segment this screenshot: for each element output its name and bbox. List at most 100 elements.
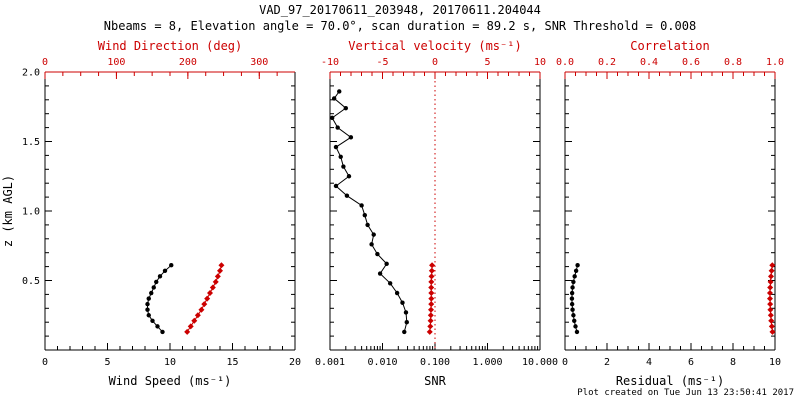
snr-marker xyxy=(333,183,339,189)
wind-direction-markers xyxy=(184,262,225,335)
wind-direction-marker xyxy=(187,323,194,330)
snr-line xyxy=(331,91,408,333)
snr-marker xyxy=(344,193,350,198)
vertical-velocity-marker xyxy=(428,295,435,302)
snr-bottom-axis-title: SNR xyxy=(424,374,446,388)
correlation-marker xyxy=(767,284,774,291)
snr-marker xyxy=(365,222,370,228)
x-tick-label: 0 xyxy=(42,357,48,368)
top-tick-label: 0 xyxy=(432,57,438,68)
wind-direction-marker xyxy=(194,312,201,319)
wind-speed-marker xyxy=(146,313,151,318)
top-tick-label: 0.6 xyxy=(682,57,700,68)
vertical-velocity-marker xyxy=(427,323,434,330)
vertical-velocity-marker xyxy=(428,290,435,297)
residual-marker xyxy=(569,296,575,301)
top-tick-label: 0 xyxy=(42,57,48,68)
wind-speed-marker xyxy=(145,301,150,307)
wind-speed-marker xyxy=(149,290,154,296)
residual-marker xyxy=(571,279,576,285)
x-tick-label: 0.010 xyxy=(367,357,397,368)
top-tick-label: 5 xyxy=(484,57,490,68)
x-tick-label: 0.001 xyxy=(315,357,345,368)
residual-marker xyxy=(569,301,575,307)
correlation-marker xyxy=(768,267,775,274)
plot-created-timestamp: Plot created on Tue Jun 13 23:50:41 2017 xyxy=(577,388,794,398)
snr-marker xyxy=(341,164,346,169)
wind-speed-marker xyxy=(146,296,151,301)
wind-bottom-axis-title: Wind Speed (ms⁻¹) xyxy=(109,374,232,388)
x-tick-label: 5 xyxy=(104,357,110,368)
snr-marker xyxy=(346,174,352,179)
panel-snr: 0.001 0.010 0.100 1.000 10.000 -10 -5 0 5 10 SNR Ve… xyxy=(315,39,558,388)
snr-top-axis-title: Vertical velocity (ms⁻¹) xyxy=(348,39,521,53)
x-tick-label: 0.100 xyxy=(420,357,450,368)
wind-direction-marker xyxy=(218,262,225,269)
residual-top-axis-title: Correlation xyxy=(630,39,709,53)
wind-direction-marker xyxy=(201,301,208,308)
snr-marker xyxy=(400,300,405,305)
residual-marker xyxy=(571,313,576,318)
residual-marker xyxy=(575,263,580,268)
y-tick-label: 0.5 xyxy=(22,276,40,287)
top-tick-label: 1.0 xyxy=(766,57,784,68)
wind-speed-marker xyxy=(145,307,150,312)
snr-marker xyxy=(375,251,380,257)
snr-marker xyxy=(384,261,389,267)
y-axis-title: z (km AGL) xyxy=(1,175,15,247)
residual-marker xyxy=(570,307,575,312)
plot-title: VAD_97_20170611_203948, 20170611.204044 xyxy=(259,3,541,17)
residual-marker xyxy=(569,290,575,296)
top-tick-label: 10 xyxy=(534,57,546,68)
y-tick-label: 2.0 xyxy=(22,68,40,79)
wind-direction-marker xyxy=(209,284,216,291)
wind-direction-marker xyxy=(204,295,211,302)
snr-marker xyxy=(377,271,383,276)
y-tick-label: 1.5 xyxy=(22,137,40,148)
x-tick-label: 1.000 xyxy=(472,357,502,368)
correlation-marker xyxy=(768,273,775,280)
plot-subtitle: Nbeams = 8, Elevation angle = 70.0°, sca… xyxy=(103,19,697,33)
wind-speed-marker xyxy=(154,279,159,285)
snr-marker xyxy=(343,105,349,111)
snr-marker xyxy=(394,290,400,296)
wind-speed-markers xyxy=(145,263,174,335)
snr-marker xyxy=(362,212,367,218)
vertical-velocity-marker xyxy=(428,278,435,285)
residual-marker xyxy=(572,318,577,324)
top-tick-label: 0.4 xyxy=(640,57,658,68)
wind-speed-marker xyxy=(162,268,168,273)
wind-speed-marker xyxy=(151,285,156,290)
snr-marker xyxy=(338,154,343,159)
residual-marker xyxy=(573,324,578,329)
residual-marker xyxy=(573,268,579,273)
x-tick-label: 2 xyxy=(604,357,610,368)
vertical-velocity-marker xyxy=(426,328,433,335)
correlation-marker xyxy=(767,312,774,319)
snr-marker xyxy=(337,89,342,94)
vertical-velocity-markers xyxy=(426,262,436,335)
residual-marker xyxy=(574,329,580,335)
vertical-velocity-marker xyxy=(428,306,435,313)
snr-marker xyxy=(333,144,339,150)
vertical-velocity-marker xyxy=(429,262,436,269)
wind-speed-marker xyxy=(150,318,155,324)
wind-speed-marker xyxy=(157,274,163,279)
snr-marker xyxy=(335,125,340,130)
wind-direction-marker xyxy=(184,328,191,335)
residual-bottom-axis-title: Residual (ms⁻¹) xyxy=(616,374,724,388)
x-tick-label: 6 xyxy=(688,357,694,368)
x-tick-label: 10.000 xyxy=(522,357,558,368)
correlation-marker xyxy=(768,323,775,330)
top-tick-label: 100 xyxy=(107,57,125,68)
residual-marker xyxy=(572,274,577,279)
top-tick-label: 0.2 xyxy=(598,57,616,68)
x-tick-label: 10 xyxy=(164,357,176,368)
wind-direction-marker xyxy=(191,317,198,324)
top-tick-label: 300 xyxy=(250,57,268,68)
snr-marker xyxy=(369,242,374,247)
x-tick-label: 15 xyxy=(226,357,238,368)
vertical-velocity-marker xyxy=(427,312,434,319)
